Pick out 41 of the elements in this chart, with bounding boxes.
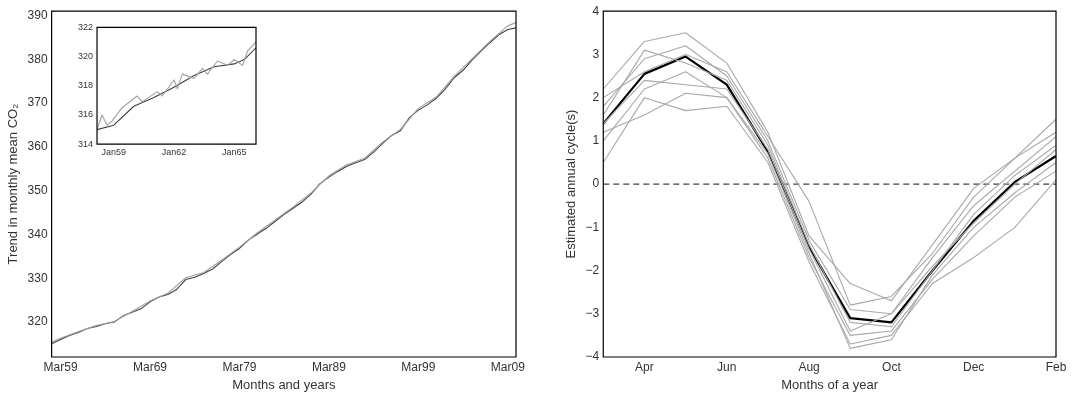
x-tick-label: Dec: [963, 359, 985, 374]
x-tick-label: Oct: [882, 359, 902, 374]
y-tick-label: 390: [27, 7, 48, 22]
y-tick-label: 322: [77, 21, 94, 32]
x-tick-label: Mar09: [490, 359, 526, 374]
y-tick-label: 318: [77, 80, 94, 91]
x-tick-label: Feb: [1045, 359, 1067, 374]
x-tick-label: Jan65: [221, 147, 247, 158]
y-tick-label: 320: [77, 51, 94, 62]
y-tick-label: 1: [592, 133, 600, 148]
x-tick-label: Jan62: [161, 147, 187, 158]
x-tick-label: Mar79: [222, 359, 257, 374]
y-axis-title: Estimated annual cycle(s): [563, 109, 579, 259]
x-tick-label: Jun: [717, 359, 737, 374]
y-tick-label: 316: [77, 109, 94, 120]
y-tick-label: 4: [592, 3, 600, 18]
y-axis-title: Trend in monthly mean CO₂: [5, 103, 21, 265]
x-tick-label: Mar99: [401, 359, 436, 374]
y-tick-label: 320: [27, 314, 48, 329]
y-tick-label: 350: [27, 182, 48, 197]
y-tick-label: −1: [585, 219, 600, 234]
x-tick-label: Mar59: [43, 359, 78, 374]
y-tick-label: 360: [27, 139, 48, 154]
y-tick-label: 3: [592, 46, 600, 61]
x-axis-title: Months of a year: [781, 376, 879, 392]
y-tick-label: 0: [592, 176, 600, 191]
y-tick-label: 380: [27, 51, 48, 66]
x-tick-label: Mar89: [311, 359, 347, 374]
y-tick-label: 2: [592, 89, 600, 104]
y-tick-label: −4: [585, 349, 600, 364]
y-tick-label: −2: [585, 262, 600, 277]
x-tick-label: Mar69: [133, 359, 168, 374]
y-tick-label: 370: [27, 95, 48, 110]
x-tick-label: Jan59: [101, 147, 127, 158]
y-tick-label: −3: [585, 306, 600, 321]
y-tick-label: 340: [27, 226, 48, 241]
y-tick-label: 314: [77, 138, 94, 149]
y-tick-label: 330: [27, 270, 48, 285]
x-axis-title: Months and years: [232, 376, 336, 392]
x-tick-label: Aug: [798, 359, 820, 374]
x-tick-label: Apr: [635, 359, 654, 374]
